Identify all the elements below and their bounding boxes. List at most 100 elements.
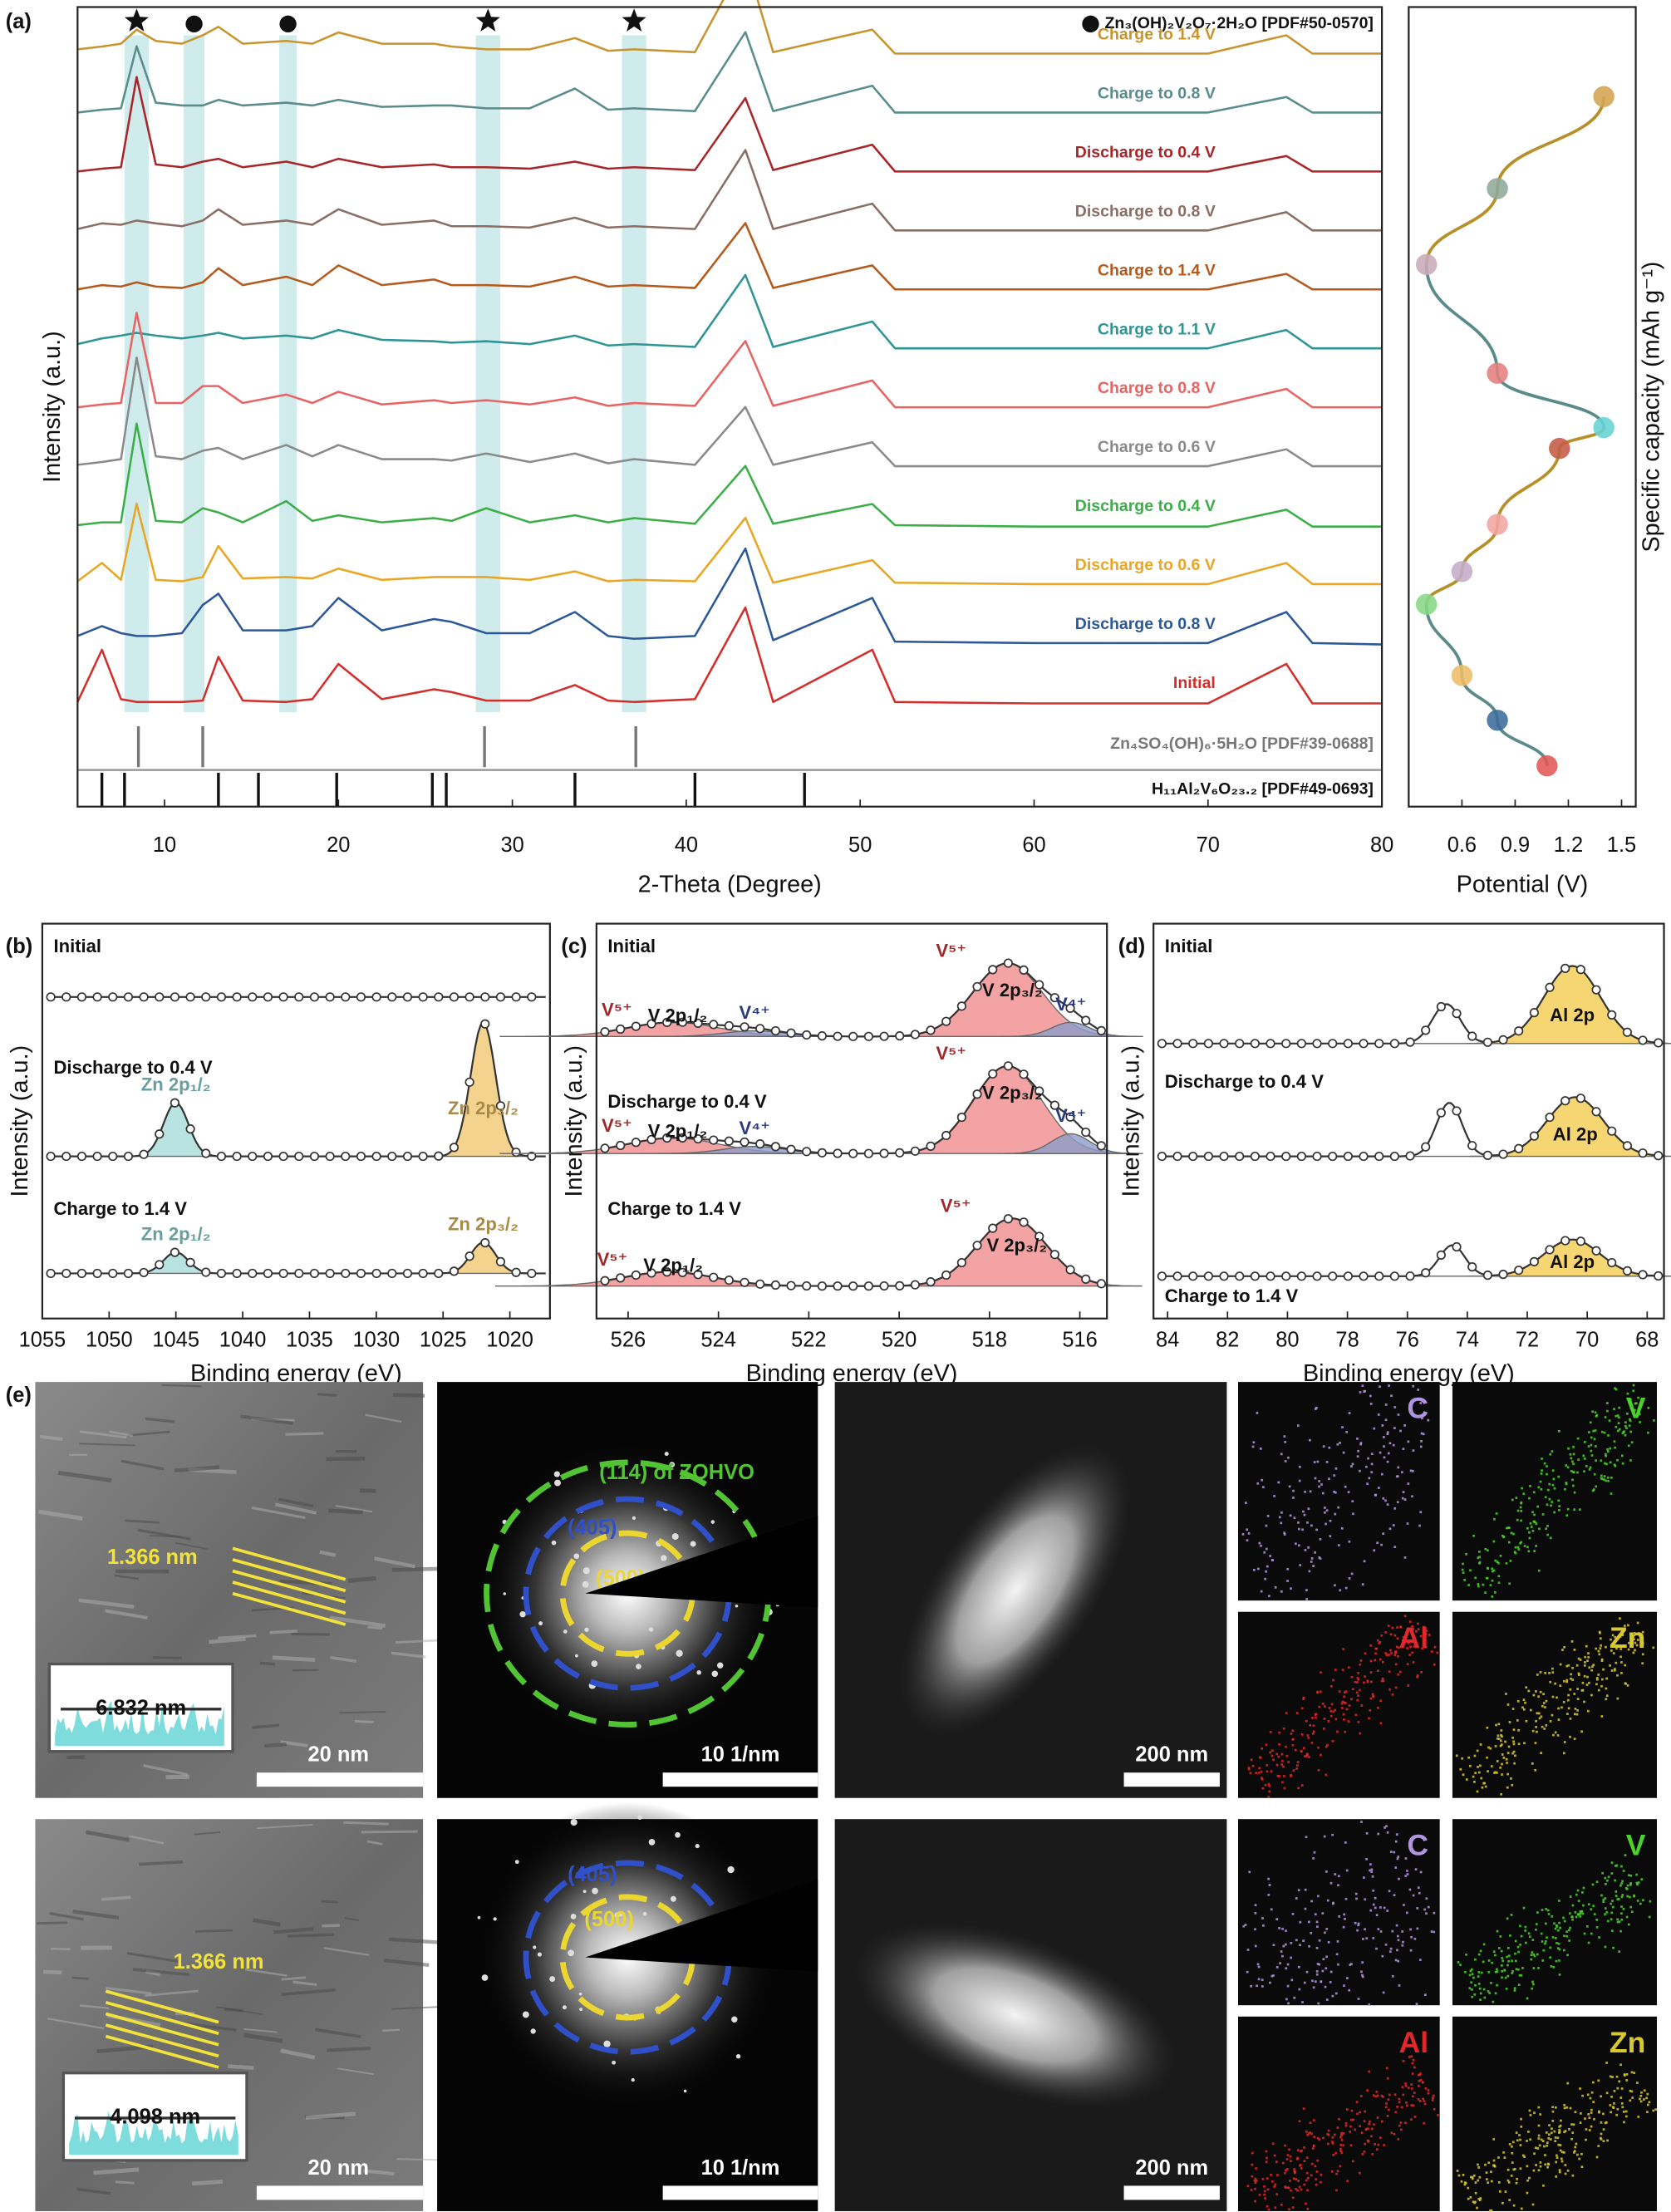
data-marker [387,1268,397,1279]
eds-count [1461,1568,1464,1571]
eds-count [1393,1406,1397,1408]
eds-count [1292,1489,1295,1492]
data-marker [1250,1271,1260,1281]
eds-count [1427,1905,1430,1909]
spectrum-label: Initial [607,936,656,956]
eds-count [1298,2185,1301,2189]
eds-count [1583,1700,1585,1703]
eds-count [1592,1664,1595,1667]
diffraction-spot [522,2011,529,2018]
eds-count [1620,1865,1623,1868]
eds-count [1284,1460,1287,1462]
eds-count [1548,1497,1551,1501]
x-tick-label: 82 [1216,1329,1239,1352]
eds-count [1418,2079,1421,2082]
eds-count [1531,1951,1534,1954]
eds-count [1396,1857,1399,1861]
eds-count [1600,1678,1604,1681]
eds-count [1311,1732,1315,1735]
eds-count [1280,1521,1283,1525]
data-marker [1266,1271,1275,1281]
eds-count [1565,1679,1569,1682]
capacity-point [1487,514,1508,535]
hrtem-texture [361,1830,418,1834]
data-marker [201,1148,211,1158]
eds-count [1551,1469,1555,1472]
eds-count [1291,1913,1295,1915]
eds-count [1646,2111,1649,2114]
eds-count [1269,1751,1272,1754]
hrtem-texture [152,1656,183,1659]
eds-count [1389,1947,1393,1950]
eds-count [1477,2163,1479,2166]
eds-count [1280,1763,1283,1766]
eds-count [1597,2145,1600,2147]
eds-count [1491,1961,1494,1964]
eds-count [1525,1941,1527,1944]
plot-frame [1408,6,1637,808]
eds-count [1489,2209,1492,2212]
eds-count [1317,1746,1320,1749]
eds-count [1356,1676,1359,1679]
data-marker [1188,1039,1198,1049]
eds-count [1554,1927,1557,1930]
x-tick-label: 1040 [219,1329,267,1352]
eds-count [1286,2186,1290,2190]
eds-count [1595,1919,1599,1921]
eds-count [1387,1625,1390,1628]
eds-count [1563,2103,1566,2106]
eds-count [1414,1868,1418,1870]
xrd-pattern [77,356,1383,468]
eds-count [1590,1443,1593,1447]
eds-count [1369,1869,1371,1872]
eds-count [1588,1666,1591,1669]
eds-count [1472,1976,1475,1979]
data-marker [1157,1039,1167,1049]
eds-count [1564,2164,1567,2166]
eds-count [1523,1545,1526,1548]
eds-count [1599,1647,1602,1650]
eds-count [1260,1544,1262,1547]
x-tick-label: 1.2 [1554,833,1583,857]
eds-count [1356,1437,1359,1440]
data-marker [232,1268,242,1279]
eds-count [1468,1764,1472,1767]
data-marker [480,1019,490,1029]
x-tick-label: 84 [1156,1329,1179,1352]
eds-count [1565,1464,1568,1467]
eds-count [1501,1773,1503,1776]
eds-count [1359,2111,1361,2114]
eds-count [1545,1908,1547,1910]
data-marker [263,1151,273,1162]
data-marker [740,1277,749,1287]
eds-count [1328,1477,1330,1481]
eds-count [1331,2141,1334,2144]
eds-count [1342,1925,1345,1929]
eds-count [1306,2189,1309,2192]
eds-count [1304,1490,1306,1493]
eds-count [1536,1712,1539,1715]
eds-count [1388,1950,1392,1954]
eds-count [1283,1533,1286,1536]
data-marker [662,1017,672,1027]
hrtem-texture [360,1488,376,1493]
hrtem-texture [109,1430,134,1438]
hrtem-texture [317,1393,337,1397]
eds-count [1379,1385,1381,1389]
eds-count [1618,1428,1621,1431]
eds-count [1630,2071,1634,2074]
eds-count [1247,1532,1251,1535]
hrtem-texture [49,1911,84,1921]
hrtem-texture [120,1459,165,1471]
eds-count [1356,2112,1359,2116]
eds-count [1610,1649,1613,1652]
eds-count [1619,1617,1621,1620]
data-marker [1482,1271,1492,1281]
eds-count [1408,2056,1411,2058]
eds-count [1281,2161,1285,2165]
data-marker [108,992,118,1002]
eds-count [1630,2090,1634,2093]
data-marker [371,1268,381,1279]
eds-count [1394,1663,1398,1666]
data-marker [216,1151,227,1162]
